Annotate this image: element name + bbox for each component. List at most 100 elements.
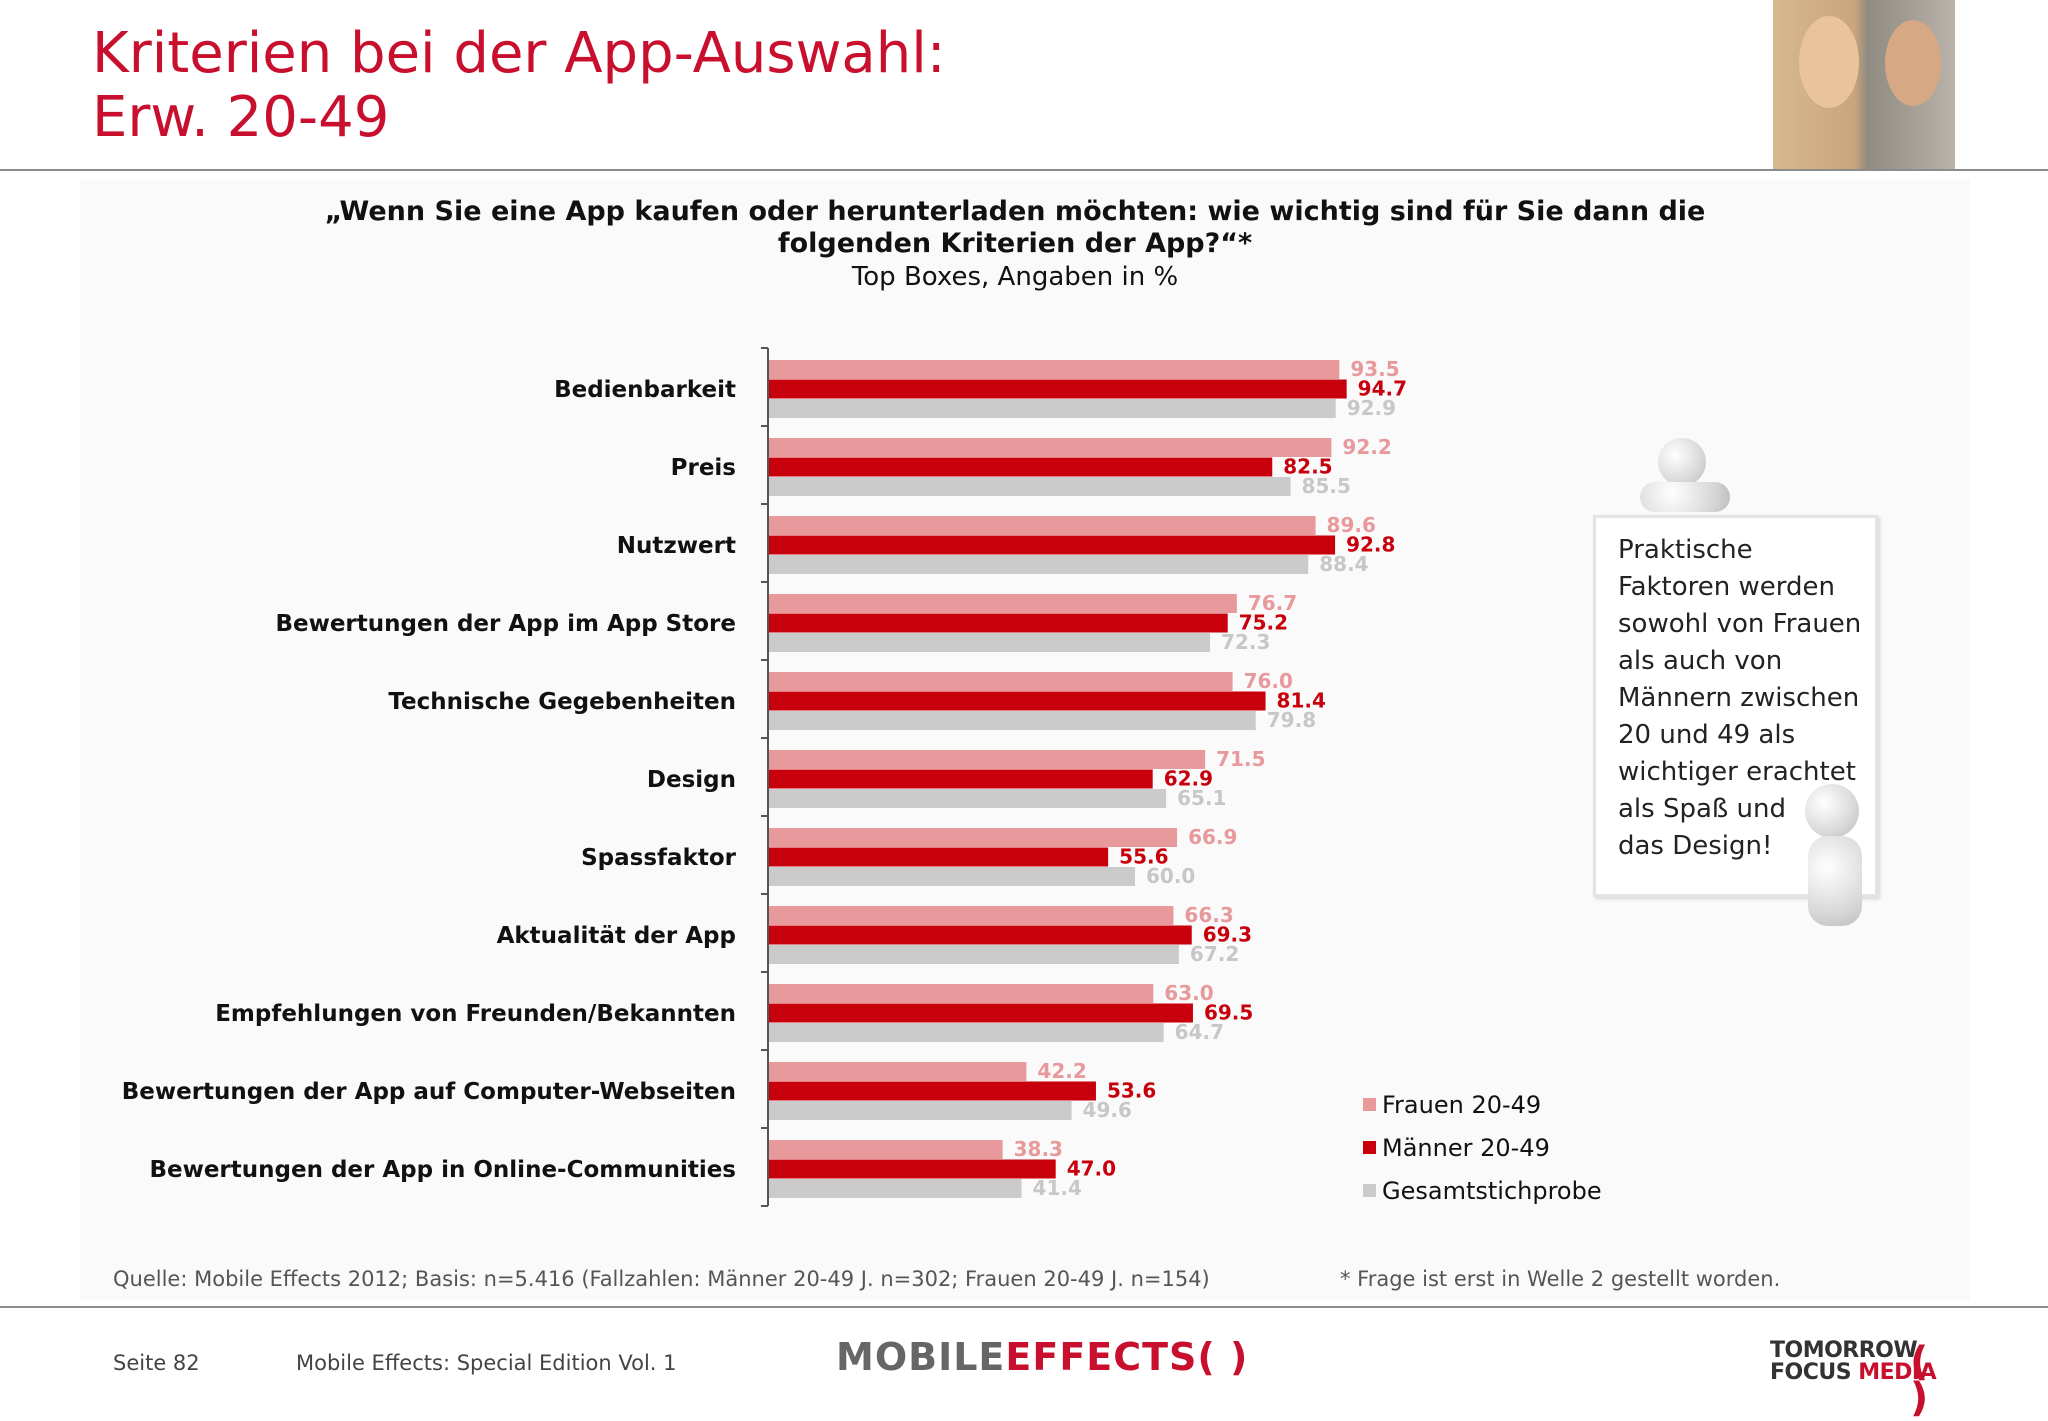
bar: [769, 750, 1206, 769]
survey-question: „Wenn Sie eine App kaufen oder herunterl…: [160, 196, 1870, 260]
bar: [769, 847, 1109, 867]
data-label: 64.7: [1175, 1020, 1224, 1044]
title-line-2: Erw. 20-49: [92, 85, 390, 150]
data-label: 66.9: [1188, 825, 1237, 849]
data-label: 65.1: [1177, 786, 1226, 810]
logo-tfm-media: MEDIA: [1858, 1360, 1937, 1385]
bar: [769, 789, 1167, 808]
man-photo: [1885, 20, 1941, 106]
bar: [769, 594, 1237, 613]
bar: [769, 867, 1135, 886]
category-label: Bewertungen der App auf Computer-Webseit…: [122, 1079, 736, 1105]
bar: [769, 1140, 1003, 1159]
legend-swatch-gesamt: [1363, 1184, 1376, 1197]
bar: [769, 457, 1273, 477]
figure-head-top: [1658, 438, 1706, 486]
data-label: 89.6: [1327, 513, 1376, 537]
bar: [769, 906, 1174, 925]
data-label: 72.3: [1221, 630, 1270, 654]
header-divider: [0, 169, 2048, 171]
logo-tfm-ring-icon: ( ): [1910, 1339, 1928, 1421]
source-note: Quelle: Mobile Effects 2012; Basis: n=5.…: [113, 1267, 1210, 1291]
category-label: Design: [647, 767, 736, 793]
data-label: 60.0: [1146, 864, 1195, 888]
data-label: 88.4: [1319, 552, 1368, 576]
data-label: 79.8: [1267, 708, 1316, 732]
bar: [769, 711, 1256, 730]
data-label: 76.7: [1248, 591, 1297, 615]
bar: [769, 691, 1266, 711]
figure-body-top: [1640, 482, 1730, 512]
legend-item-frauen: Frauen 20-49: [1363, 1083, 1602, 1126]
category-label: Nutzwert: [617, 533, 736, 559]
bar: [769, 379, 1347, 399]
legend-item-gesamt: Gesamtstichprobe: [1363, 1169, 1602, 1212]
woman-photo: [1799, 16, 1859, 108]
page-number: Seite 82: [113, 1351, 200, 1375]
data-label: 69.3: [1203, 923, 1252, 947]
data-label: 76.0: [1244, 669, 1293, 693]
category-label: Technische Gegebenheiten: [388, 689, 736, 715]
figure-head-bottom: [1805, 784, 1859, 838]
data-label: 38.3: [1014, 1137, 1063, 1161]
category-label: Aktualität der App: [497, 923, 736, 949]
data-label: 41.4: [1033, 1176, 1082, 1200]
category-label: Bedienbarkeit: [554, 377, 736, 403]
data-label: 75.2: [1239, 611, 1288, 635]
bar: [769, 535, 1336, 555]
bar: [769, 399, 1336, 418]
data-label: 55.6: [1119, 845, 1168, 869]
footnote: * Frage ist erst in Welle 2 gestellt wor…: [1340, 1267, 1781, 1291]
data-label: 66.3: [1184, 903, 1233, 927]
bar: [769, 1179, 1022, 1198]
bar: [769, 828, 1178, 847]
logo-effects-text: EFFECTS: [1005, 1335, 1198, 1379]
bar: [769, 633, 1211, 652]
category-label: Preis: [671, 455, 736, 481]
logo-tfm-line-2: FOCUS MEDIA: [1770, 1360, 1937, 1385]
data-label: 92.9: [1347, 396, 1396, 420]
data-label: 67.2: [1190, 942, 1239, 966]
question-line-2: folgenden Kriterien der App?“*: [777, 228, 1253, 259]
bar: [769, 1159, 1056, 1179]
logo-mobile-text: MOBILE: [836, 1335, 1006, 1379]
category-label: Spassfaktor: [581, 845, 737, 871]
data-label: 42.2: [1037, 1059, 1086, 1083]
bar: [769, 438, 1332, 457]
bar: [769, 555, 1309, 574]
data-label: 49.6: [1083, 1098, 1132, 1122]
bar: [769, 360, 1340, 379]
data-label: 47.0: [1067, 1157, 1116, 1181]
legend-swatch-frauen: [1363, 1098, 1376, 1111]
data-label: 92.2: [1342, 435, 1391, 459]
title-line-1: Kriterien bei der App-Auswahl:: [92, 21, 946, 86]
bar: [769, 925, 1192, 945]
category-label: Bewertungen der App in Online-Communitie…: [149, 1157, 736, 1183]
data-label: 94.7: [1358, 377, 1407, 401]
data-label: 53.6: [1107, 1079, 1156, 1103]
question-line-1: „Wenn Sie eine App kaufen oder herunterl…: [324, 196, 1706, 227]
tomorrow-focus-media-logo: TOMORROW FOCUS MEDIA ( ): [1770, 1340, 1937, 1419]
bar: [769, 1081, 1096, 1101]
data-label: 62.9: [1164, 767, 1213, 791]
chart-legend: Frauen 20-49 Männer 20-49 Gesamtstichpro…: [1363, 1083, 1602, 1212]
data-label: 93.5: [1350, 357, 1399, 381]
callout-text: Praktische Faktoren werden sowohl von Fr…: [1618, 535, 1862, 861]
legend-swatch-maenner: [1363, 1141, 1376, 1154]
data-label: 85.5: [1302, 474, 1351, 498]
bar: [769, 984, 1154, 1003]
data-label: 82.5: [1283, 455, 1332, 479]
figure-body-bottom: [1808, 836, 1862, 926]
bar: [769, 769, 1153, 789]
bar: [769, 613, 1228, 633]
bar: [769, 477, 1291, 496]
data-label: 63.0: [1164, 981, 1213, 1005]
logo-tfm-focus: FOCUS: [1770, 1360, 1859, 1385]
logo-parentheses: ( ): [1197, 1335, 1249, 1379]
legend-label-maenner: Männer 20-49: [1382, 1133, 1550, 1162]
data-label: 92.8: [1346, 533, 1395, 557]
footer-divider: [0, 1306, 2048, 1308]
header-photo: [1773, 0, 1955, 171]
bar: [769, 516, 1316, 535]
